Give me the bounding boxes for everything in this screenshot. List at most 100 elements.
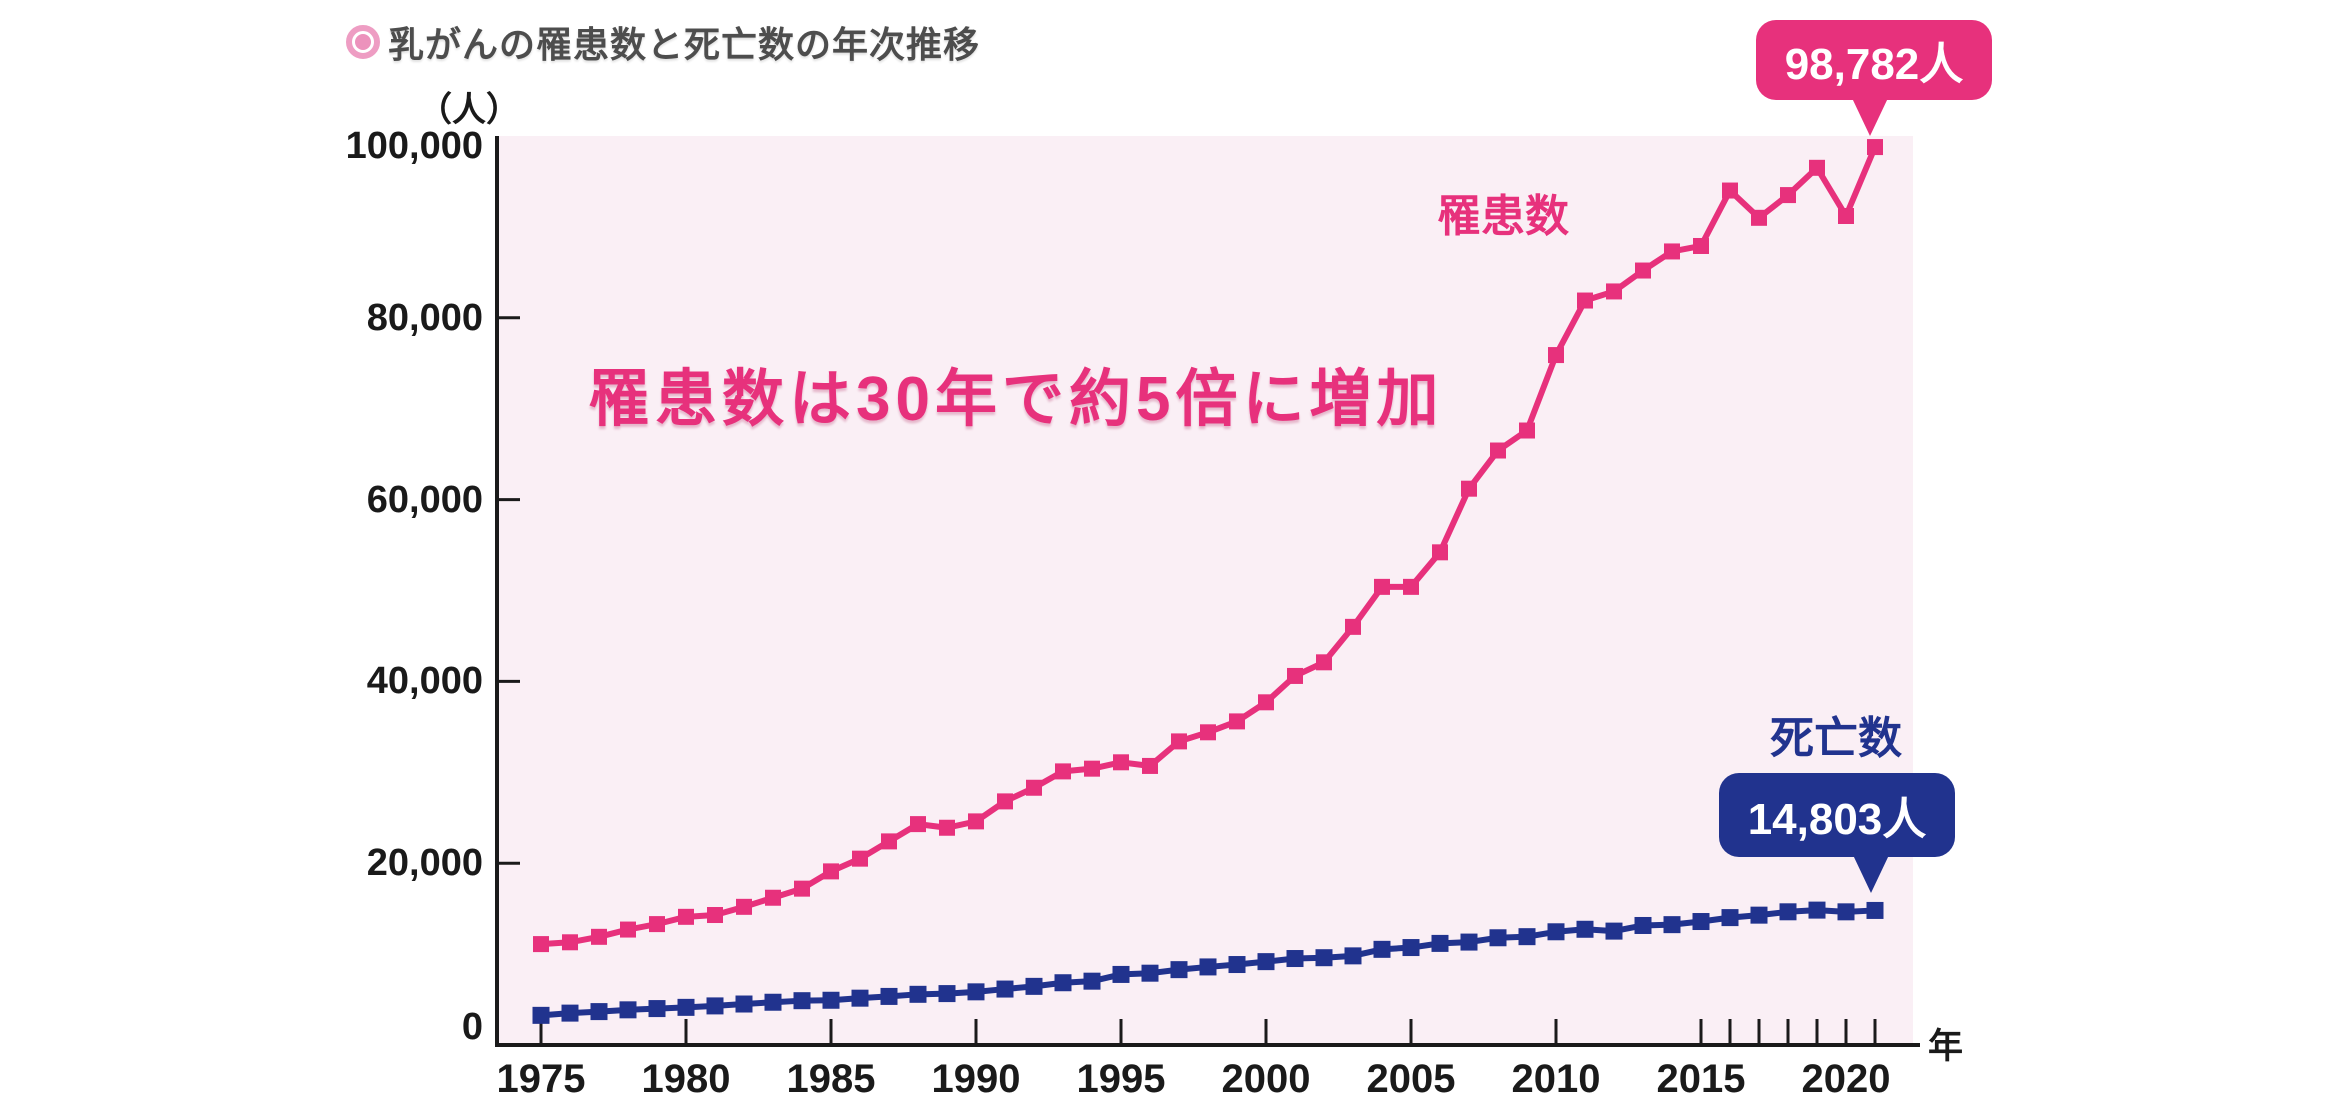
- deaths-marker: [590, 1003, 608, 1021]
- incidence-marker: [1606, 283, 1622, 300]
- deaths-marker: [706, 997, 724, 1015]
- x-axis-unit-label: 年: [1928, 1027, 1964, 1066]
- deaths-marker: [1721, 909, 1739, 927]
- deaths-marker: [1257, 953, 1275, 971]
- incidence-marker: [1026, 779, 1042, 796]
- deaths-marker: [1808, 901, 1826, 919]
- incidence-marker: [649, 916, 665, 933]
- incidence-marker: [1635, 262, 1651, 279]
- deaths-marker: [648, 1000, 666, 1018]
- incidence-marker: [968, 813, 984, 830]
- x-tick-label: 1995: [1076, 1057, 1166, 1101]
- y-tick-label: 20,000: [366, 842, 483, 885]
- deaths-callout-value: 14,803人: [1747, 795, 1927, 844]
- deaths-marker: [1692, 913, 1710, 931]
- deaths-marker: [822, 991, 840, 1009]
- x-tick-label: 2020: [1801, 1057, 1891, 1101]
- deaths-marker: [1315, 949, 1333, 967]
- plot-area: [497, 136, 1913, 1045]
- deaths-series-label: 死亡数: [1770, 714, 1902, 763]
- incidence-marker: [1084, 760, 1100, 777]
- deaths-marker: [1779, 903, 1797, 921]
- incidence-marker: [1548, 347, 1564, 364]
- incidence-marker: [823, 863, 839, 880]
- deaths-marker: [1344, 947, 1362, 965]
- incidence-marker: [1664, 243, 1680, 260]
- incidence-marker: [1432, 544, 1448, 561]
- incidence-marker: [1316, 654, 1332, 671]
- x-tick-label: 2005: [1366, 1057, 1456, 1101]
- deaths-marker: [1141, 964, 1159, 982]
- incidence-marker: [1780, 187, 1796, 204]
- incidence-callout-value: 98,782人: [1784, 40, 1964, 89]
- x-tick-label: 1975: [496, 1057, 586, 1101]
- deaths-marker: [851, 989, 869, 1007]
- incidence-marker: [1751, 209, 1767, 226]
- deaths-marker: [1518, 928, 1536, 946]
- deaths-marker: [1373, 940, 1391, 958]
- deaths-marker: [1489, 929, 1507, 947]
- annotation-text: 罹患数は30年で約5倍に増加: [588, 365, 1444, 434]
- incidence-marker: [533, 936, 549, 953]
- deaths-marker: [764, 993, 782, 1011]
- x-tick-label: 1980: [641, 1057, 731, 1101]
- incidence-marker: [1461, 480, 1477, 497]
- incidence-marker: [1345, 618, 1361, 635]
- incidence-marker: [1287, 667, 1303, 684]
- deaths-marker: [1286, 950, 1304, 968]
- deaths-marker: [1866, 901, 1884, 919]
- incidence-marker: [620, 921, 636, 938]
- incidence-marker: [1838, 207, 1854, 224]
- incidence-marker: [1258, 694, 1274, 711]
- incidence-marker: [1200, 724, 1216, 741]
- x-tick-label: 2010: [1511, 1057, 1601, 1101]
- deaths-marker: [1547, 923, 1565, 941]
- incidence-marker: [1519, 422, 1535, 439]
- deaths-marker: [1199, 958, 1217, 976]
- deaths-marker: [619, 1001, 637, 1019]
- y-tick-label: 0: [461, 1006, 483, 1048]
- y-tick-label: 80,000: [366, 296, 483, 339]
- deaths-marker: [532, 1006, 550, 1024]
- incidence-callout: 98,782人: [1756, 20, 1992, 136]
- incidence-marker: [1229, 713, 1245, 730]
- y-tick-label: 40,000: [366, 660, 483, 703]
- incidence-marker: [678, 908, 694, 925]
- deaths-marker: [1402, 939, 1420, 957]
- incidence-marker: [794, 880, 810, 897]
- bullet-dot: [355, 34, 371, 50]
- deaths-marker: [1431, 934, 1449, 952]
- chart-title-block: 乳がんの罹患数と死亡数の年次推移: [346, 16, 980, 68]
- x-tick-label: 1985: [786, 1057, 876, 1101]
- incidence-marker: [1113, 754, 1129, 771]
- deaths-marker: [996, 980, 1014, 998]
- incidence-marker: [1722, 182, 1738, 199]
- incidence-marker: [1055, 763, 1071, 780]
- incidence-marker: [881, 833, 897, 850]
- deaths-marker: [1460, 933, 1478, 951]
- deaths-marker: [1025, 977, 1043, 995]
- incidence-marker: [997, 793, 1013, 810]
- incidence-marker: [1142, 757, 1158, 774]
- incidence-marker: [910, 816, 926, 833]
- deaths-marker: [967, 983, 985, 1001]
- deaths-marker: [561, 1004, 579, 1022]
- deaths-marker: [1576, 920, 1594, 938]
- deaths-marker: [1750, 906, 1768, 924]
- incidence-marker: [562, 934, 578, 951]
- incidence-marker: [1403, 578, 1419, 595]
- deaths-marker: [793, 992, 811, 1010]
- double-circle-bullet-icon: [346, 25, 380, 59]
- incidence-marker: [591, 928, 607, 945]
- deaths-marker: [1663, 916, 1681, 934]
- deaths-marker: [1112, 965, 1130, 983]
- deaths-marker: [1605, 922, 1623, 940]
- incidence-marker: [1867, 139, 1883, 156]
- incidence-marker: [765, 889, 781, 906]
- y-tick-label: 60,000: [366, 478, 483, 521]
- deaths-marker: [735, 995, 753, 1013]
- incidence-marker: [939, 819, 955, 836]
- incidence-marker: [1374, 578, 1390, 595]
- deaths-callout: 14,803人: [1719, 773, 1955, 893]
- incidence-marker: [736, 898, 752, 915]
